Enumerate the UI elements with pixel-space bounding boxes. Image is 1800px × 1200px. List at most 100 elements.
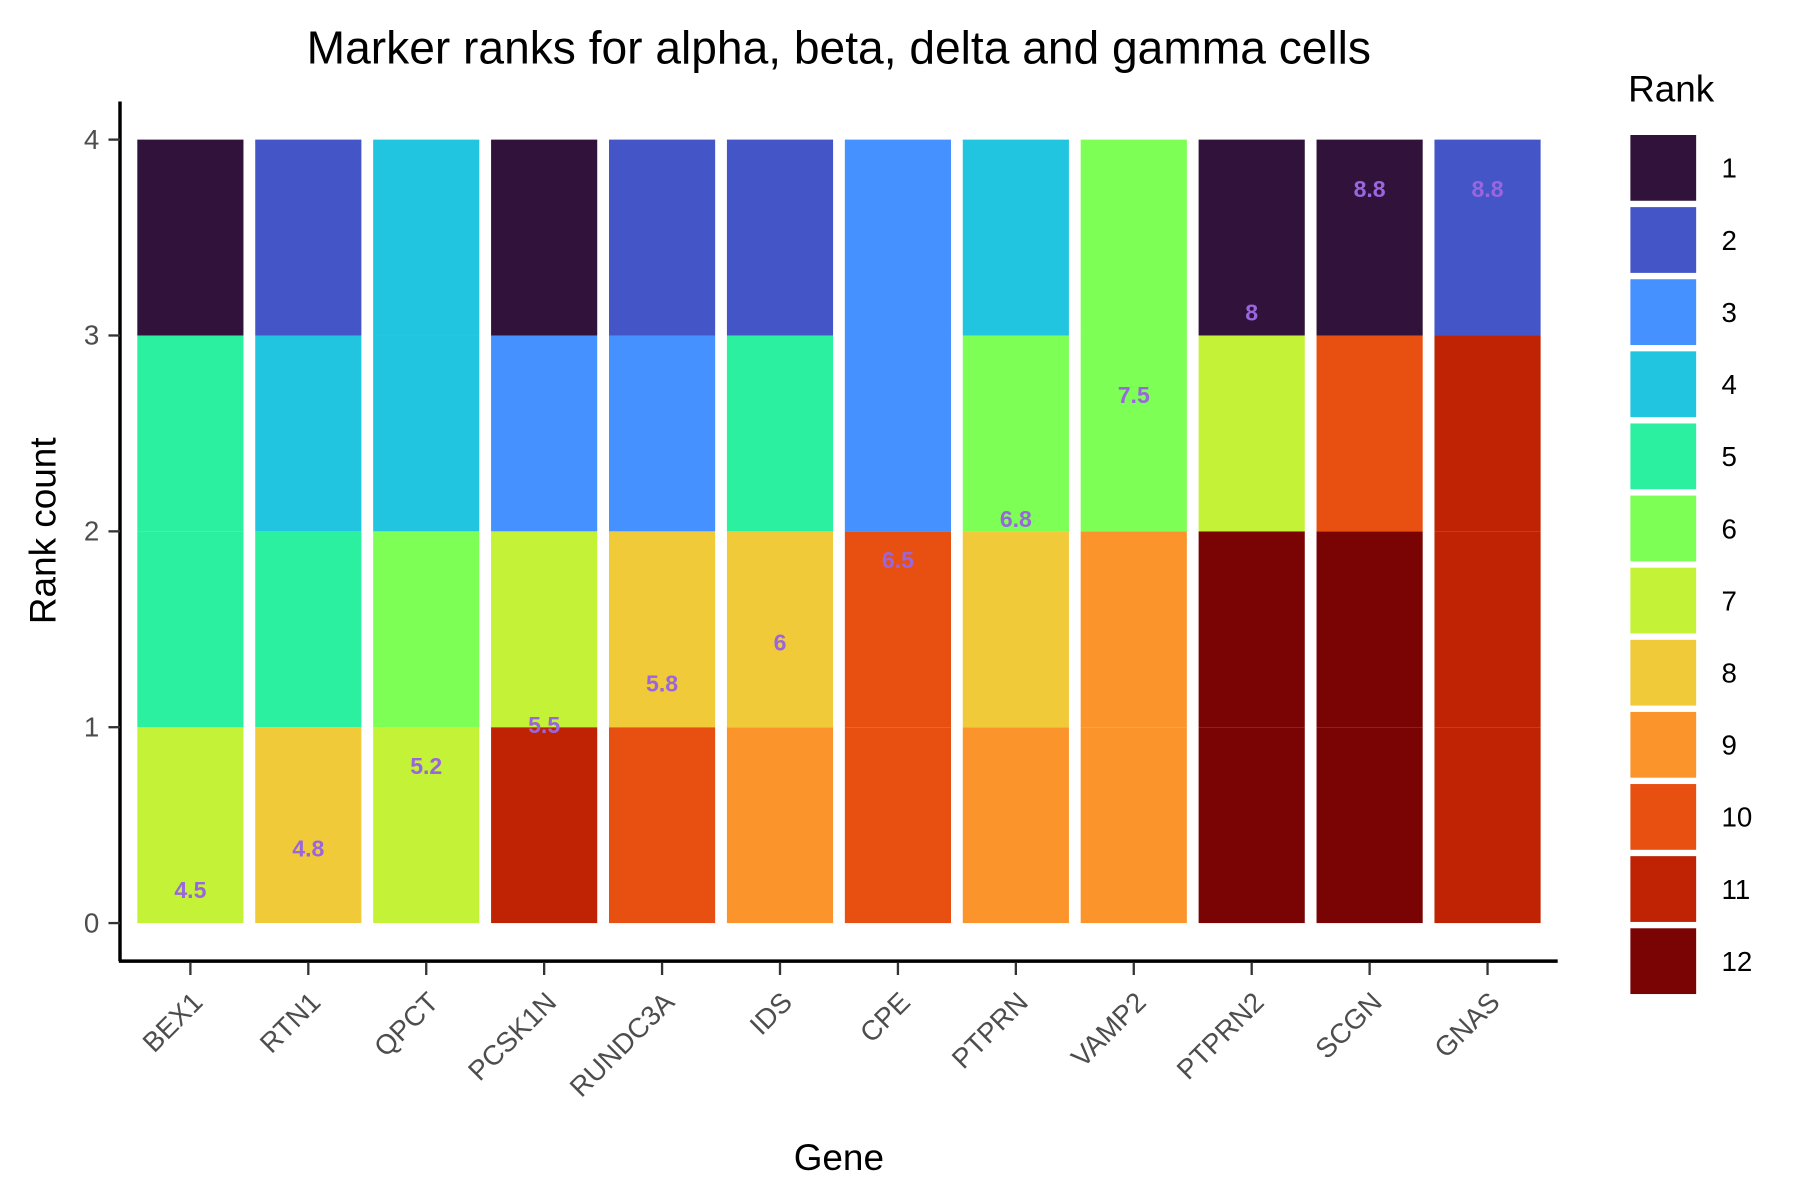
legend-label-rank-7: 7 <box>1722 585 1737 616</box>
x-tick-label-RTN1: RTN1 <box>254 986 327 1059</box>
legend-key-rank-3 <box>1630 279 1697 345</box>
mean-rank-label-BEX1: 4.5 <box>174 877 206 903</box>
bar-segment-PCSK1N-rank-11 <box>491 727 598 924</box>
legend-key-rank-8 <box>1630 639 1697 706</box>
x-tick-label-PTPRN: PTPRN <box>946 986 1034 1074</box>
bar-segment-IDS-rank-2 <box>726 139 834 336</box>
bars-layer <box>137 139 1541 924</box>
mean-rank-label-PTPRN2: 8 <box>1245 300 1258 326</box>
bar-segment-PTPRN-rank-8 <box>962 531 1069 728</box>
mean-rank-label-VAMP2: 7.5 <box>1118 382 1150 408</box>
bar-segment-CPE-rank-3 <box>844 335 951 532</box>
y-tick-label-4: 4 <box>84 124 99 155</box>
legend-label-rank-10: 10 <box>1722 802 1753 833</box>
y-tick-label-1: 1 <box>84 711 99 742</box>
bar-segment-VAMP2-rank-6 <box>1080 335 1187 532</box>
x-tick-label-PTPRN2: PTPRN2 <box>1171 986 1270 1085</box>
bar-segment-SCGN-rank-10 <box>1316 335 1423 532</box>
legend-key-rank-10 <box>1630 784 1697 850</box>
y-tick-label-3: 3 <box>84 320 99 351</box>
bar-segment-SCGN-rank-12 <box>1316 531 1423 728</box>
bar-segment-PTPRN2-rank-7 <box>1198 335 1305 532</box>
legend-label-rank-5: 5 <box>1722 441 1737 472</box>
bar-segment-GNAS-rank-11 <box>1434 531 1541 728</box>
bar-segment-PTPRN-rank-6 <box>962 335 1069 532</box>
legend-label-rank-11: 11 <box>1722 874 1751 905</box>
legend-key-rank-1 <box>1630 135 1697 201</box>
bar-segment-RUNDC3A-rank-3 <box>609 335 716 532</box>
bar-segment-RTN1-rank-4 <box>255 335 362 532</box>
bar-segment-PTPRN2-rank-12 <box>1198 727 1305 924</box>
bar-segment-PCSK1N-rank-3 <box>491 335 598 532</box>
bar-segment-PCSK1N-rank-1 <box>491 139 598 336</box>
bar-segment-SCGN-rank-12 <box>1316 727 1423 924</box>
bar-segment-BEX1-rank-7 <box>137 727 244 924</box>
mean-rank-label-RTN1: 4.8 <box>292 836 324 862</box>
bar-segment-BEX1-rank-5 <box>137 531 244 728</box>
mean-rank-label-GNAS: 8.8 <box>1472 176 1504 202</box>
legend-key-rank-12 <box>1630 928 1697 995</box>
bar-segment-QPCT-rank-4 <box>373 335 480 532</box>
mean-rank-label-PTPRN: 6.8 <box>1000 506 1032 532</box>
bar-segment-BEX1-rank-1 <box>137 139 244 336</box>
x-tick-label-QPCT: QPCT <box>368 986 444 1062</box>
mean-rank-label-CPE: 6.5 <box>882 547 914 573</box>
mean-rank-label-QPCT: 5.2 <box>410 753 442 779</box>
y-axis-title: Rank count <box>22 437 63 624</box>
legend-label-rank-1: 1 <box>1722 153 1737 184</box>
y-tick-label-0: 0 <box>84 907 99 938</box>
bar-segment-PTPRN-rank-9 <box>962 727 1069 924</box>
mean-rank-label-SCGN: 8.8 <box>1354 176 1386 202</box>
bar-segment-CPE-rank-3 <box>844 139 951 336</box>
x-axis-ticks: BEX1 RTN1 QPCT PCSK1N RUNDC3A IDS CPE PTPRN VAMP… <box>136 962 1506 1103</box>
bar-segment-PTPRN2-rank-1 <box>1198 139 1305 336</box>
x-tick-label-CPE: CPE <box>854 986 916 1048</box>
bar-segment-IDS-rank-8 <box>726 531 834 728</box>
legend-label-rank-3: 3 <box>1722 297 1737 328</box>
mean-labels-layer: 4.5 4.8 5.2 5.5 5.8 6 6.5 6.8 7.5 8 8.8 8.8 <box>174 176 1503 903</box>
y-axis-ticks: 0 1 2 3 4 <box>84 124 120 938</box>
bar-segment-RUNDC3A-rank-10 <box>609 727 716 924</box>
bar-segment-QPCT-rank-6 <box>373 531 480 728</box>
bar-segment-PTPRN-rank-4 <box>962 139 1069 336</box>
legend-label-rank-2: 2 <box>1722 225 1737 256</box>
legend-label-rank-8: 8 <box>1722 658 1737 689</box>
bar-segment-GNAS-rank-2 <box>1434 139 1541 336</box>
bar-segment-BEX1-rank-5 <box>137 335 244 532</box>
x-tick-label-GNAS: GNAS <box>1428 986 1505 1063</box>
legend-key-rank-5 <box>1630 423 1697 490</box>
bar-segment-IDS-rank-5 <box>726 335 834 532</box>
bar-segment-CPE-rank-10 <box>844 531 951 728</box>
legend-key-rank-4 <box>1630 351 1697 418</box>
y-tick-label-2: 2 <box>84 516 99 547</box>
mean-rank-label-IDS: 6 <box>774 629 787 655</box>
mean-rank-label-PCSK1N: 5.5 <box>528 712 560 738</box>
bar-segment-GNAS-rank-11 <box>1434 335 1541 532</box>
legend-key-rank-6 <box>1630 495 1697 562</box>
x-tick-label-IDS: IDS <box>744 986 799 1041</box>
x-axis-title: Gene <box>794 1137 884 1178</box>
bar-segment-VAMP2-rank-9 <box>1080 531 1187 728</box>
x-tick-label-VAMP2: VAMP2 <box>1065 986 1152 1073</box>
bar-segment-RTN1-rank-5 <box>255 531 362 728</box>
legend-key-rank-11 <box>1630 856 1697 922</box>
bar-segment-VAMP2-rank-9 <box>1080 727 1187 924</box>
bar-segment-VAMP2-rank-6 <box>1080 139 1187 336</box>
chart-title: Marker ranks for alpha, beta, delta and … <box>307 21 1371 73</box>
bar-segment-RUNDC3A-rank-8 <box>609 531 716 728</box>
bar-segment-QPCT-rank-4 <box>373 139 480 336</box>
legend-label-rank-6: 6 <box>1722 513 1737 544</box>
x-tick-label-PCSK1N: PCSK1N <box>462 986 562 1086</box>
legend-label-rank-12: 12 <box>1722 946 1753 977</box>
x-tick-label-RUNDC3A: RUNDC3A <box>564 986 681 1103</box>
bar-segment-RUNDC3A-rank-2 <box>609 139 716 336</box>
bar-segment-QPCT-rank-7 <box>373 727 480 924</box>
mean-rank-label-RUNDC3A: 5.8 <box>646 671 678 697</box>
legend-key-rank-7 <box>1630 567 1697 634</box>
x-tick-label-BEX1: BEX1 <box>136 986 208 1058</box>
x-tick-label-SCGN: SCGN <box>1309 986 1387 1064</box>
bar-segment-PCSK1N-rank-7 <box>491 531 598 728</box>
bar-segment-SCGN-rank-1 <box>1316 139 1423 336</box>
